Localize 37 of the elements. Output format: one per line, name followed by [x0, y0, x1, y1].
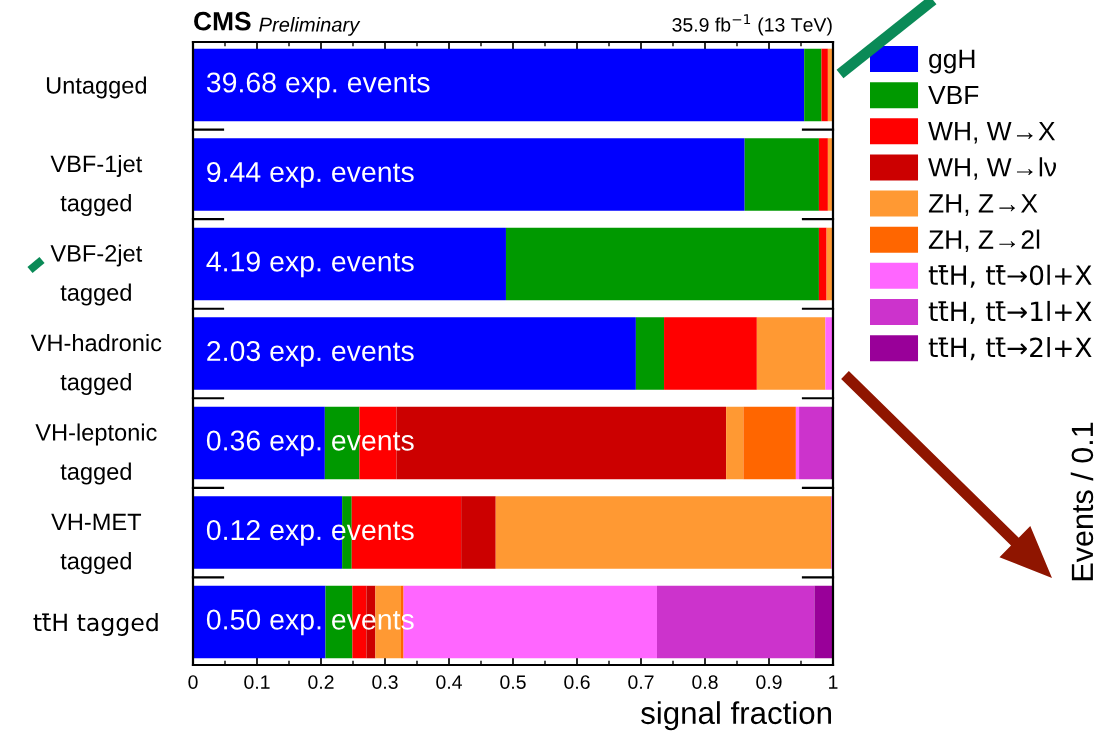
legend-label: ZH, Z→2l — [928, 229, 1040, 253]
x-tick-label: 1 — [829, 675, 838, 689]
x-tick-label: 0.2 — [308, 675, 334, 689]
x-tick-label: 0.4 — [436, 675, 462, 689]
text: 35.9 fb$^{−1}$ (13 TeV) — [672, 14, 832, 36]
legend-label: tt̄H, tt̄→0l+X — [928, 264, 1092, 288]
legend-label: WH, W→lν — [928, 157, 1057, 180]
x-tick-label: 0.5 — [500, 675, 526, 689]
x-tick-label: 0.3 — [372, 675, 398, 689]
x-tick-label: 0.8 — [692, 675, 718, 689]
x-axis-title: signal fraction — [641, 701, 831, 731]
x-tick-label: 0.7 — [628, 675, 654, 689]
y-tick-label: VBF-1jet tagged — [50, 154, 143, 217]
x-tick-label: 0.9 — [756, 675, 782, 689]
annotation: 0.50 exp. events — [206, 609, 414, 636]
x-tick-label: 0.6 — [564, 675, 590, 689]
y-tick-label: VH-hadronic tagged — [30, 333, 162, 396]
legend-label: tt̄H, tt̄→2l+X — [928, 337, 1092, 361]
annotation: 2.03 exp. events — [207, 340, 414, 367]
annotation: 9.44 exp. events — [207, 161, 414, 188]
chart-subtitle: Preliminary — [259, 17, 361, 36]
text: Events / 0.1 — [1070, 422, 1094, 581]
chart-title: CMS — [194, 11, 251, 31]
annotation: 39.68 exp. events — [206, 72, 430, 99]
legend-label: ZH, Z→X — [928, 194, 1038, 216]
x-tick-label: 0 — [188, 675, 198, 689]
x-tick-label: 0.1 — [244, 675, 270, 689]
annotation: 4.19 exp. events — [206, 251, 414, 278]
legend-label: VBF — [928, 85, 979, 105]
y-tick-label: tt̄H tagged — [33, 613, 158, 636]
y-tick-label: Untagged — [46, 76, 147, 99]
y-tick-label: VBF-2jet tagged — [50, 244, 143, 306]
y-tick-label: VH-leptonic tagged — [35, 423, 157, 485]
y-tick-label: VH-MET tagged — [51, 513, 142, 575]
legend-label: ggH — [929, 49, 975, 74]
legend-label: WH, W→X — [928, 122, 1056, 144]
legend-label: tt̄H, tt̄→1l+X — [928, 300, 1092, 325]
